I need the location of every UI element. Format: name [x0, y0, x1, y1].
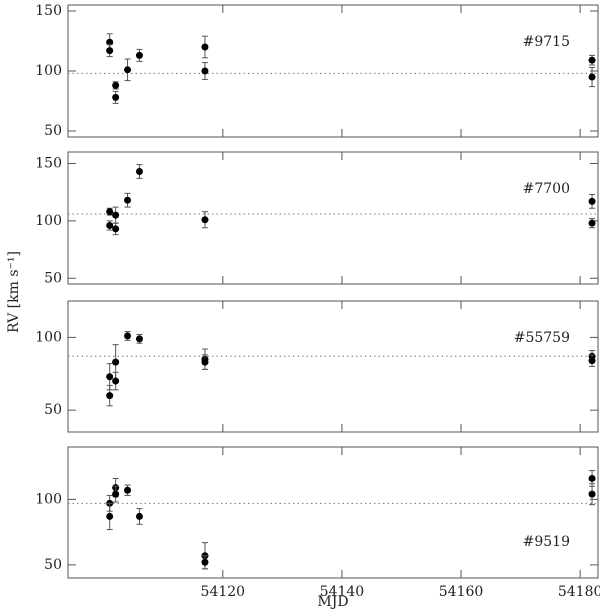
point — [588, 490, 596, 498]
y-tick-label: 100 — [35, 491, 62, 507]
point — [106, 512, 114, 520]
point — [588, 56, 596, 64]
y-tick-label: 100 — [35, 329, 62, 345]
point — [106, 38, 114, 46]
point — [112, 377, 120, 385]
point — [124, 196, 132, 204]
y-axis-label: RV [km s⁻¹] — [6, 251, 22, 333]
panel-label: #9715 — [523, 34, 570, 50]
point — [124, 486, 132, 494]
y-tick-label: 50 — [44, 557, 62, 573]
point — [106, 208, 114, 216]
y-tick-label: 50 — [44, 402, 62, 418]
point — [201, 358, 209, 366]
point — [201, 43, 209, 51]
point — [201, 216, 209, 224]
point — [588, 219, 596, 227]
point — [112, 211, 120, 219]
point — [112, 358, 120, 366]
panel-frame — [67, 4, 599, 138]
y-tick-label: 150 — [35, 155, 62, 171]
panel-label: #7700 — [523, 181, 570, 197]
panel-frame — [67, 446, 599, 579]
y-tick-label: 50 — [44, 123, 62, 139]
point — [588, 73, 596, 81]
x-tick-label: 54160 — [439, 584, 484, 600]
y-tick-label: 100 — [35, 213, 62, 229]
panel-label: #9519 — [523, 534, 570, 550]
point — [135, 335, 143, 343]
point — [135, 512, 143, 520]
point — [106, 392, 114, 400]
point — [135, 51, 143, 59]
x-tick-label: 54120 — [201, 584, 246, 600]
x-axis-label: MJD — [317, 594, 348, 610]
point — [112, 81, 120, 89]
point — [201, 558, 209, 566]
point — [588, 197, 596, 205]
y-tick-label: 50 — [44, 270, 62, 286]
panel-label: #55759 — [514, 330, 570, 346]
point — [112, 490, 120, 498]
point — [124, 332, 132, 340]
point — [588, 357, 596, 365]
x-tick-label: 54180 — [558, 584, 600, 600]
point — [106, 221, 114, 229]
point — [106, 47, 114, 55]
y-tick-label: 150 — [35, 3, 62, 19]
y-tick-label: 100 — [35, 63, 62, 79]
point — [588, 474, 596, 482]
point — [135, 168, 143, 176]
panel-frame — [67, 300, 599, 433]
x-tick-label: 54140 — [320, 584, 365, 600]
point — [124, 66, 132, 74]
point — [112, 93, 120, 101]
point — [112, 225, 120, 233]
point — [201, 67, 209, 75]
point — [106, 373, 114, 381]
panel-frame — [67, 151, 599, 285]
